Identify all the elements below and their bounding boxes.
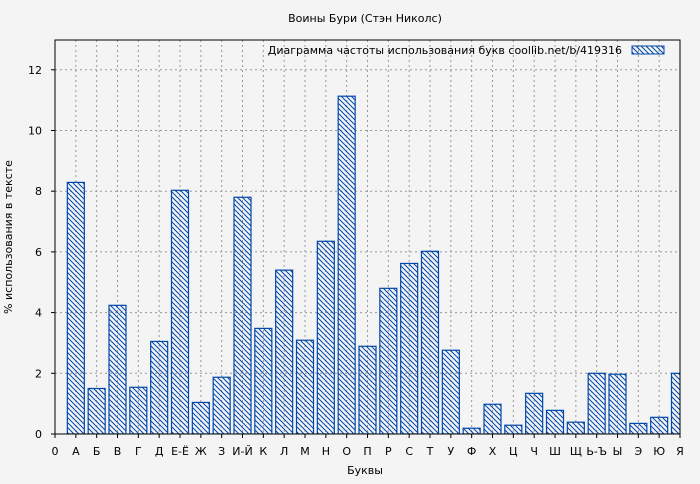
x-tick-label: Ю [653, 445, 665, 458]
x-tick-label: С [405, 445, 413, 458]
bar-Д [150, 340, 169, 434]
y-tick-label: 12 [28, 64, 42, 77]
bar-Р [379, 287, 398, 434]
x-tick-label: Э [634, 445, 642, 458]
x-tick-label: Т [426, 445, 434, 458]
bar-П [358, 345, 377, 434]
y-tick-label: 2 [35, 367, 42, 380]
chart-title: Воины Бури (Стэн Николс) [288, 12, 442, 25]
x-tick-label: Ш [549, 445, 561, 458]
x-tick-label: У [447, 445, 454, 458]
bar-Е-Ё [170, 189, 190, 434]
legend-label: Диаграмма частоты использования букв coo… [268, 44, 622, 57]
bar-А [66, 181, 85, 434]
bar-Г [129, 386, 148, 434]
bar-Ф [462, 427, 481, 434]
y-tick-label: 8 [35, 185, 42, 198]
bar-Ц [504, 424, 523, 434]
y-axis-label: % использования в тексте [2, 160, 15, 314]
bar-Я [670, 372, 680, 434]
x-tick-label: 0 [52, 445, 59, 458]
x-tick-label: Ф [467, 445, 476, 458]
bar-Т [420, 250, 440, 434]
bar-Б [87, 387, 106, 434]
bar-С [400, 262, 419, 434]
bar-Ч [525, 392, 544, 434]
x-tick-label: И-Й [232, 445, 252, 458]
bar-З [212, 376, 231, 434]
bar-Ю [650, 416, 669, 434]
x-tick-label: В [114, 445, 122, 458]
bar-К [254, 327, 273, 434]
bar-Ш [545, 409, 565, 434]
x-tick-label: Ж [195, 445, 207, 458]
bar-М [295, 339, 315, 434]
bar-Щ [566, 421, 585, 434]
x-tick-label: Р [385, 445, 392, 458]
x-axis-label: Буквы [347, 464, 383, 477]
bars [66, 95, 680, 434]
bar-Л [275, 269, 294, 434]
bar-Ь-Ъ [587, 372, 606, 434]
x-tick-label: Б [93, 445, 101, 458]
bar-О [337, 95, 356, 434]
bar-Х [483, 403, 502, 434]
bar-В [108, 304, 127, 434]
legend: Диаграмма частоты использования букв coo… [268, 44, 665, 57]
x-tick-label: Н [322, 445, 330, 458]
x-tick-label: Ы [613, 445, 623, 458]
x-tick-label: А [72, 445, 80, 458]
x-tick-label: З [218, 445, 225, 458]
bar-Ж [191, 401, 210, 434]
y-tick-label: 6 [35, 246, 42, 259]
bar-И-Й [233, 196, 252, 434]
y-tick-label: 0 [35, 428, 42, 441]
bar-У [441, 349, 460, 434]
bar-Ы [608, 373, 627, 434]
x-tick-label: П [363, 445, 371, 458]
bar-Э [629, 422, 648, 434]
x-tick-label: Ц [509, 445, 518, 458]
x-tick-label: Щ [570, 445, 582, 458]
x-tick-label: К [259, 445, 267, 458]
x-tick-label: О [342, 445, 351, 458]
x-tick-label: Д [155, 445, 164, 458]
x-tick-label: Л [280, 445, 288, 458]
x-tick-label: Е-Ё [171, 445, 189, 458]
x-tick-label: Х [489, 445, 497, 458]
x-tick-label: Я [676, 445, 684, 458]
x-tick-label: Ь-Ъ [586, 445, 607, 458]
x-tick-label: Ч [530, 445, 538, 458]
legend-swatch [631, 45, 665, 55]
y-tick-label: 4 [35, 307, 42, 320]
y-tick-label: 10 [28, 125, 42, 138]
bar-Н [316, 240, 335, 434]
x-tick-label: М [300, 445, 310, 458]
x-tick-label: Г [135, 445, 142, 458]
